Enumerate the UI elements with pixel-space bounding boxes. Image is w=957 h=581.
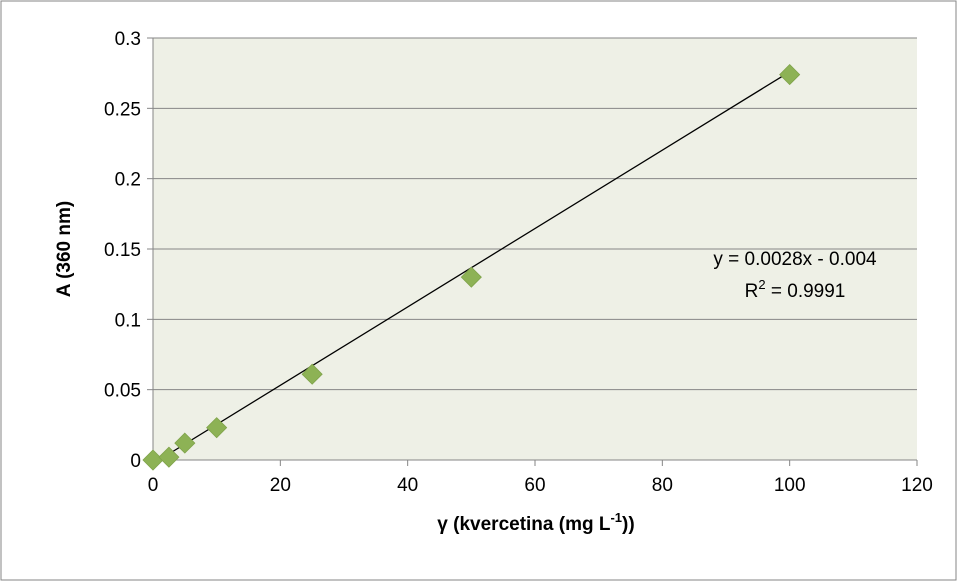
y-tick-label-4: 0.2 [115,170,141,191]
x-tick-label-4: 80 [652,475,673,496]
trendline-r-squared: R2 = 0.9991 [745,277,846,302]
data-point-5 [460,266,482,288]
y-tick-label-0: 0 [130,451,141,472]
x-tick-label-6: 120 [901,475,933,496]
x-axis-title-end: )) [622,514,635,535]
gridlines [153,37,917,391]
x-tick-label-3: 60 [524,475,545,496]
data-point-1 [158,446,180,468]
x-axis-title-superscript: -1 [610,510,622,525]
y-axis-title: A (360 nm) [54,201,75,297]
data-points [142,64,801,471]
r-squared-value: = 0.9991 [766,281,846,302]
x-tick-label-1: 20 [270,475,291,496]
x-tick-label-0: 0 [148,475,159,496]
r-squared-prefix: R [745,281,759,302]
trendline-layer [158,71,791,461]
y-tick-label-5: 0.25 [104,99,141,120]
data-point-2 [174,432,196,454]
data-point-3 [206,417,228,439]
trendline [158,71,791,461]
y-tick-label-6: 0.3 [115,29,141,50]
r-squared-superscript: 2 [758,277,765,292]
x-tick-labels: 0 20 40 60 80 100 120 [148,475,933,496]
y-tick-label-1: 0.05 [104,381,141,402]
x-tick-label-5: 100 [774,475,806,496]
data-point-6 [779,64,801,86]
x-axis-title-main: γ (kvercetina (mg L [437,514,611,535]
data-point-4 [301,363,323,385]
y-tick-label-3: 0.15 [104,240,141,261]
y-tick-label-2: 0.1 [115,310,141,331]
trendline-equation: y = 0.0028x - 0.004 [713,249,877,270]
x-tick-label-2: 40 [397,475,418,496]
x-axis-title: γ (kvercetina (mg L-1)) [437,510,634,535]
y-tick-labels: 0 0.05 0.1 0.15 0.2 0.25 0.3 [104,29,141,472]
